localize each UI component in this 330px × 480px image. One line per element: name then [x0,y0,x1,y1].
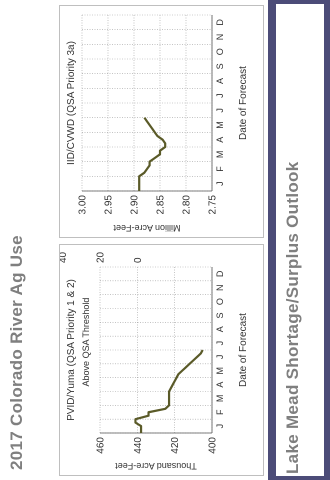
x-tick-label: A [215,78,225,84]
x-tick-label: D [215,270,225,277]
y-tick-label: 2.85 [156,195,167,215]
y-tick-label: 420 [170,437,181,454]
iid-cvwd-panel: 2.75 2.80 2.85 2.90 2.95 3.00 J F M A M J J A S O N D IID/… [59,5,264,238]
secondary-tick-label: 40 [60,251,69,263]
x-tick-label: S [215,312,225,318]
y-tick-label: 2.75 [208,195,219,215]
y-tick-label: 2.95 [104,195,115,215]
x-tick-label: A [215,137,225,143]
y-tick-label: 2.80 [182,195,193,215]
y-tick-label: 2.90 [130,195,141,215]
chart-group: 2.75 2.80 2.85 2.90 2.95 3.00 J F M A M J J A S ON D IID/… [66,14,249,233]
iid-cvwd-chart: 2.75 2.80 2.85 2.90 2.95 3.00 J F M A M J J A S ON D IID/… [66,14,249,233]
x-tick-label: A [215,382,225,388]
x-tick-label: J [215,424,225,429]
y-axis-label: Thousand Acre-Feet [115,461,197,471]
x-tick-label: J [215,93,225,98]
slide-title: 2017 Colorado River Ag Use [7,235,26,470]
x-tick-label: M [215,151,225,159]
x-axis-label: Date of Forecast [238,66,249,140]
series-line [134,349,204,433]
y-tick-label: 460 [96,437,107,454]
footer-title: Lake Mead Shortage/Surplus Outlook [283,161,302,474]
x-tick-label: F [215,409,225,415]
x-tick-label: J [215,355,225,360]
secondary-axis-label: Above QSA Threshold [81,298,91,387]
x-tick-label: O [215,48,225,55]
x-tick-label: M [215,367,225,375]
x-tick-label: J [215,181,225,186]
x-tick-label: N [215,34,225,41]
chart-title: IID/CVWD (QSA Priority 3a) [66,41,77,165]
x-tick-label: D [215,19,225,26]
x-tick-label: M [215,395,225,403]
series-line [138,117,167,191]
y-tick-label: 440 [133,437,144,454]
x-tick-label: J [215,108,225,113]
x-tick-label: M [215,121,225,129]
secondary-tick-label: 0 [133,257,144,263]
x-tick-label: A [215,326,225,332]
x-tick-label: S [215,63,225,69]
footer-panel [276,4,324,476]
secondary-tick-label: 20 [96,251,107,263]
x-tick-label: O [215,298,225,305]
pvid-yuma-panel: 400 420 440 460 J F M A M J J A S O N D PVID/Yuma (QSA P… [59,244,264,476]
x-tick-label: N [215,285,225,292]
x-axis-label: Date of Forecast [238,313,249,387]
y-axis-label: Million Acre-Feet [113,223,181,233]
y-tick-label: 3.00 [78,195,89,215]
chart-title: PVID/Yuma (QSA Priority 1 & 2) [66,279,77,421]
y-tick-label: 400 [208,437,219,454]
x-tick-label: J [215,341,225,346]
x-tick-label: F [215,166,225,172]
